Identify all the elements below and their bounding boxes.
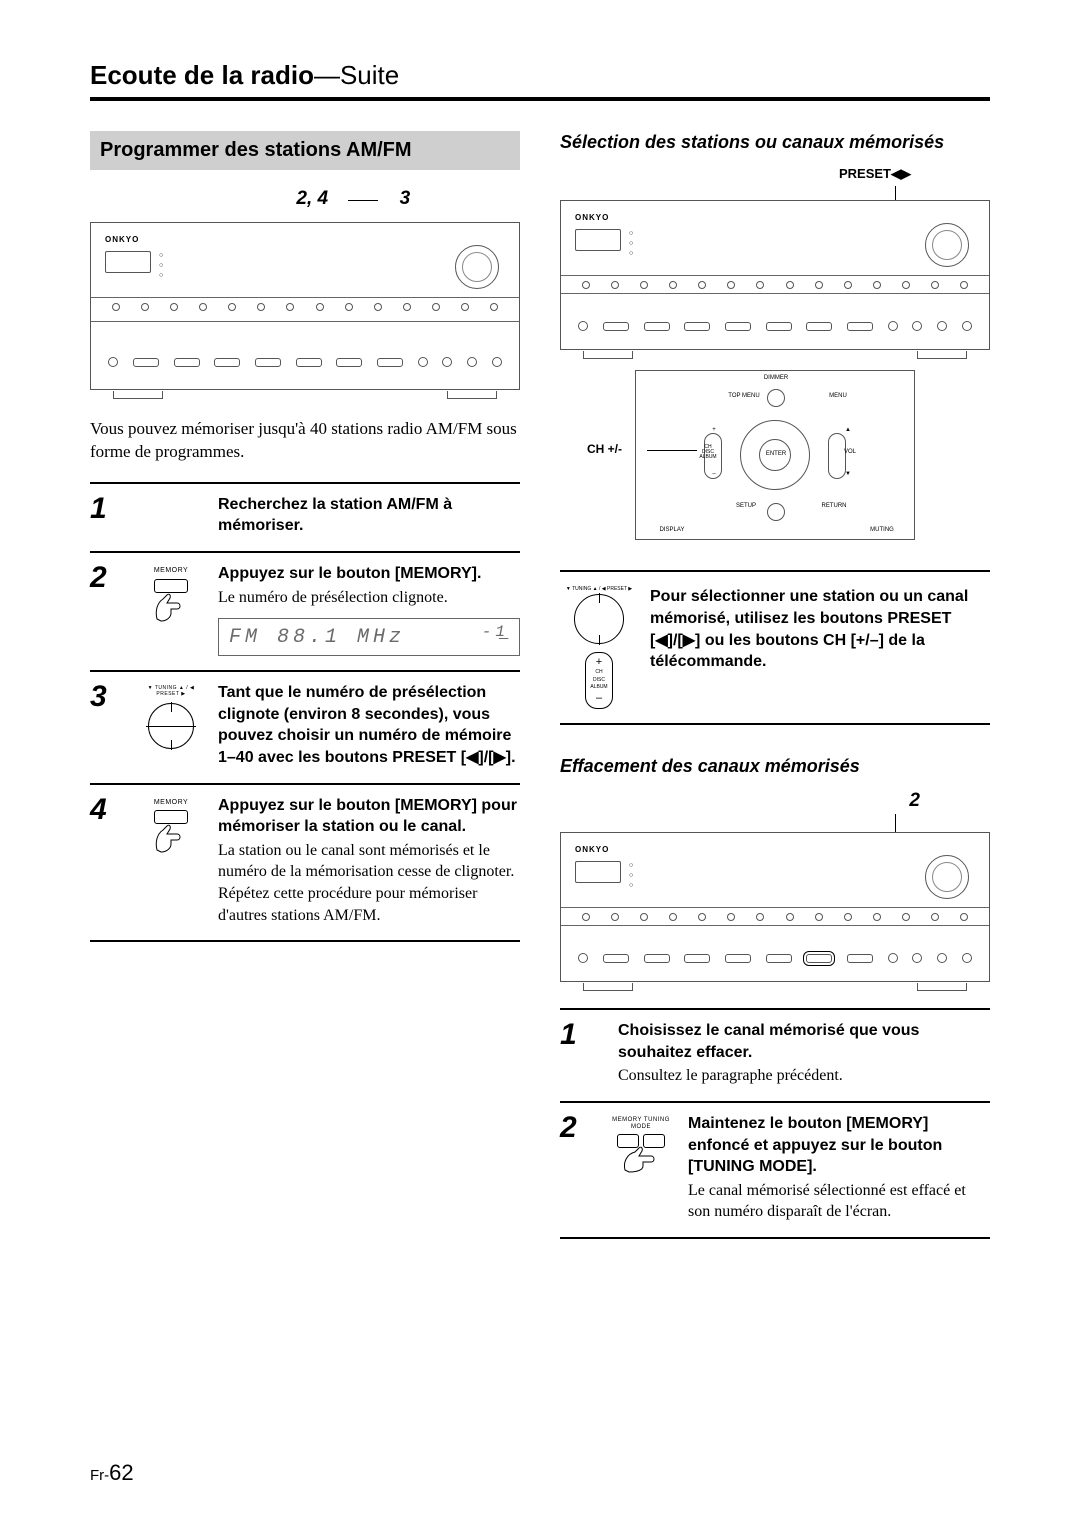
memory-tuning-icon: MEMORY TUNING MODE	[606, 1113, 676, 1223]
title-main: Ecoute de la radio	[90, 60, 314, 90]
receiver-diagram-program: 2, 4 3 ONKYO ○○○	[90, 188, 520, 390]
step-bold: Recherchez la station AM/FM à mémoriser.	[218, 494, 520, 537]
step-reg: Le numéro de présélection clignote.	[218, 587, 520, 609]
page-number: Fr-62	[90, 1460, 134, 1486]
step-num: 2	[90, 563, 124, 656]
step-row: 1 Recherchez la station AM/FM à mémorise…	[90, 482, 520, 551]
section-bar-program: Programmer des stations AM/FM	[90, 131, 520, 170]
step-bold: Appuyez sur le bouton [MEMORY].	[218, 563, 520, 585]
page-title: Ecoute de la radio—Suite	[90, 60, 990, 101]
col-right: Sélection des stations ou canaux mémoris…	[560, 131, 990, 1239]
step-row: 2 MEMORY Appuyez sur le bouton [MEMORY].…	[90, 551, 520, 670]
col-left: Programmer des stations AM/FM 2, 4 3 ONK…	[90, 131, 520, 1239]
diagram-label-3: 3	[400, 188, 411, 210]
step-bold: Choisissez le canal mémorisé que vous so…	[618, 1020, 990, 1063]
step-num: 1	[90, 494, 124, 537]
step-bold: Appuyez sur le bouton [MEMORY] pour mémo…	[218, 795, 520, 838]
step-row: 3 ▼ TUNING ▲ / ◀ PRESET ▶ Tant que le nu…	[90, 670, 520, 782]
section-heading-select: Sélection des stations ou canaux mémoris…	[560, 131, 990, 154]
lcd-display: FM 88.1 MHz -1̲	[218, 618, 520, 656]
erase-steps: 1 Choisissez le canal mémorisé que vous …	[560, 1008, 990, 1239]
step-num: 2	[560, 1113, 594, 1223]
step-bold: Tant que le numéro de présélection clign…	[218, 682, 520, 768]
receiver-illustration: ONKYO ○○○	[90, 222, 520, 390]
step-bold: Maintenez le bouton [MEMORY] enfoncé et …	[688, 1113, 990, 1178]
erase-callout: 2	[560, 790, 990, 812]
hand-icon	[151, 589, 191, 625]
memory-button-icon: MEMORY	[136, 795, 206, 927]
program-steps: 1 Recherchez la station AM/FM à mémorise…	[90, 482, 520, 942]
select-text: Pour sélectionner une station ou un cana…	[650, 586, 990, 709]
step-row: 2 MEMORY TUNING MODE Maintenez le	[560, 1101, 990, 1239]
step-num: 1	[560, 1020, 594, 1087]
preset-knob-icon: ▼ TUNING ▲ / ◀ PRESET ▶	[136, 682, 206, 768]
step-row: 1 Choisissez le canal mémorisé que vous …	[560, 1008, 990, 1101]
hand-icon	[151, 820, 191, 856]
remote-diagram: CH +/- DIMMER TOP MENU MENU + CHDISCALBU…	[635, 370, 915, 540]
intro-text: Vous pouvez mémoriser jusqu'à 40 station…	[90, 418, 520, 464]
select-row: ▼ TUNING ▲ / ◀ PRESET ▶ + CH DISC ALBUM …	[560, 570, 990, 725]
step-reg: Consultez le paragraphe précédent.	[618, 1065, 990, 1087]
select-icons: ▼ TUNING ▲ / ◀ PRESET ▶ + CH DISC ALBUM …	[560, 586, 638, 709]
title-suffix: —Suite	[314, 60, 399, 90]
step-num: 3	[90, 682, 124, 768]
memory-button-icon: MEMORY	[136, 563, 206, 656]
section-heading-erase: Effacement des canaux mémorisés	[560, 755, 990, 778]
columns: Programmer des stations AM/FM 2, 4 3 ONK…	[90, 131, 990, 1239]
step-reg: Le canal mémorisé sélectionné est effacé…	[688, 1180, 990, 1223]
ch-label: CH +/-	[587, 442, 622, 456]
diagram-label-24: 2, 4	[296, 188, 328, 210]
step-row: 4 MEMORY Appuyez sur le bouton [MEMORY] …	[90, 783, 520, 943]
receiver-illustration-erase: ONKYO ○○○	[560, 832, 990, 982]
hand-icon	[621, 1144, 661, 1174]
step-num: 4	[90, 795, 124, 927]
step-reg: La station ou le canal sont mémorisés et…	[218, 840, 520, 926]
preset-label: PRESET◀▶	[560, 166, 990, 182]
receiver-illustration-select: ONKYO ○○○	[560, 200, 990, 350]
